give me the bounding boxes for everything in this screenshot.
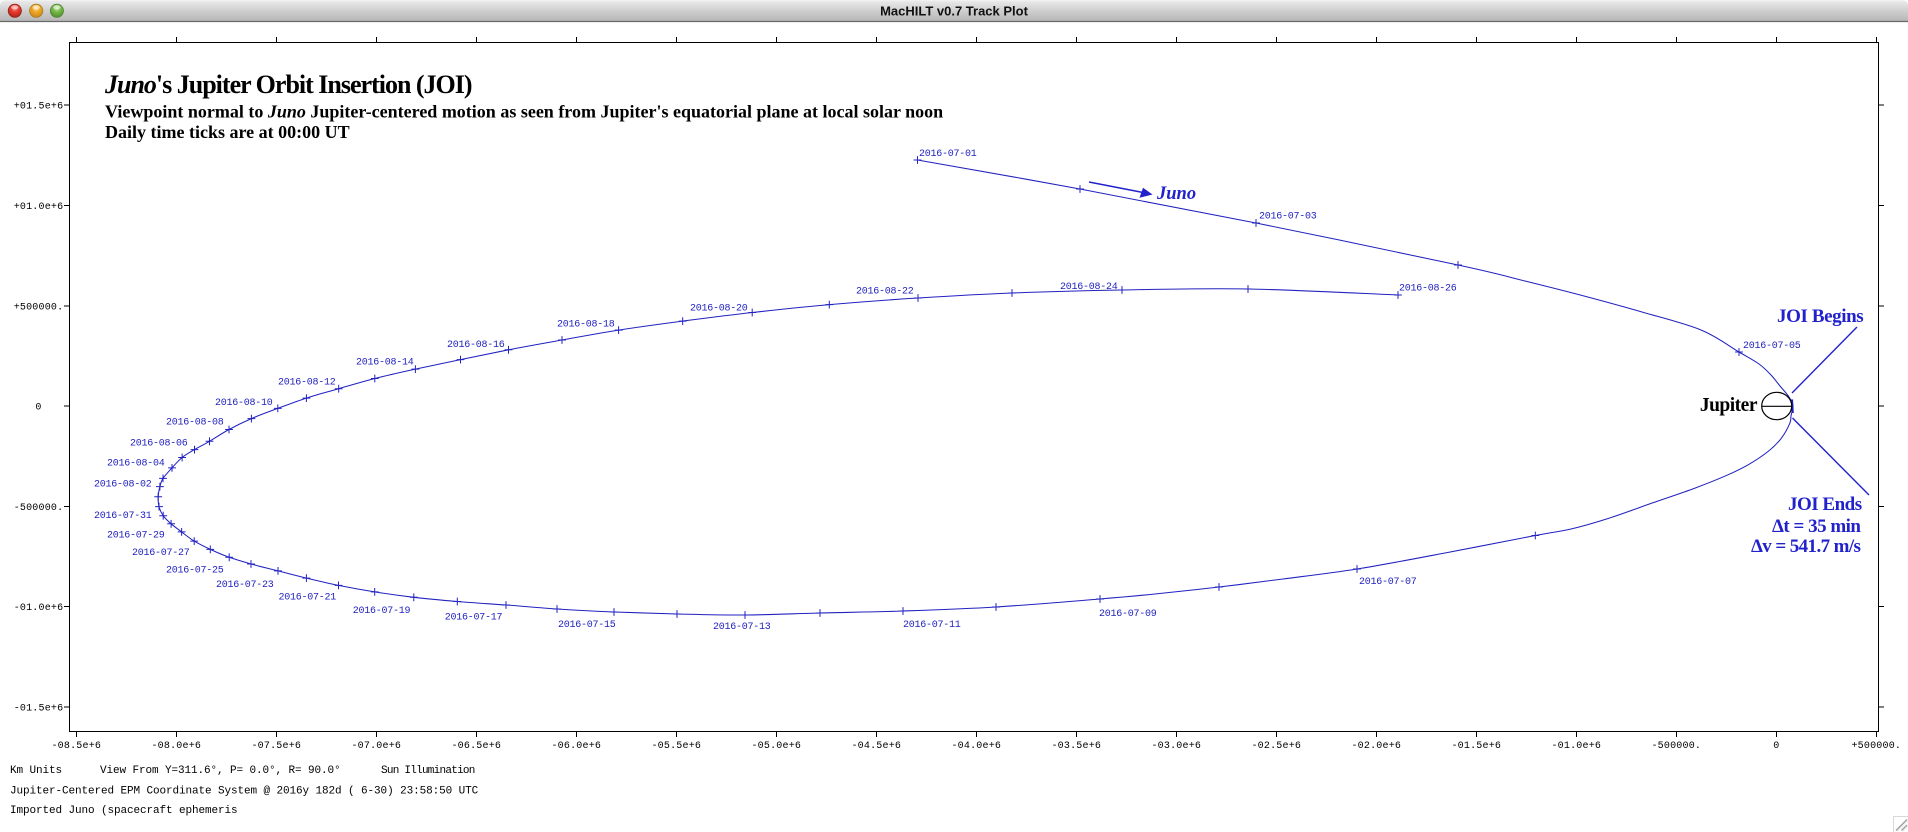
svg-text:2016-07-09: 2016-07-09 [1099, 609, 1157, 620]
svg-text:-06.5e+6: -06.5e+6 [451, 741, 501, 752]
svg-text:Km Units: Km Units [10, 765, 62, 777]
svg-text:2016-07-21: 2016-07-21 [279, 593, 337, 604]
svg-text:2016-08-26: 2016-08-26 [1399, 284, 1457, 295]
svg-text:-01.5e+6: -01.5e+6 [14, 704, 64, 715]
svg-text:Δt = 35 min: Δt = 35 min [1772, 516, 1861, 537]
svg-text:-04.0e+6: -04.0e+6 [951, 741, 1001, 752]
svg-text:2016-07-23: 2016-07-23 [216, 580, 274, 591]
svg-text:-03.0e+6: -03.0e+6 [1151, 741, 1201, 752]
svg-text:2016-08-06: 2016-08-06 [130, 439, 188, 450]
svg-text:-07.5e+6: -07.5e+6 [251, 741, 301, 752]
svg-text:2016-07-29: 2016-07-29 [107, 531, 165, 542]
svg-text:2016-07-19: 2016-07-19 [353, 606, 411, 617]
svg-text:JOI Begins: JOI Begins [1777, 306, 1863, 327]
svg-text:2016-08-02: 2016-08-02 [94, 480, 152, 491]
svg-text:Jupiter: Jupiter [1700, 395, 1758, 416]
svg-text:-05.0e+6: -05.0e+6 [751, 741, 801, 752]
svg-text:2016-07-01: 2016-07-01 [919, 149, 977, 160]
svg-text:2016-08-22: 2016-08-22 [856, 287, 914, 298]
svg-text:2016-07-31: 2016-07-31 [94, 511, 152, 522]
svg-text:0: 0 [35, 403, 41, 414]
svg-text:2016-08-10: 2016-08-10 [215, 398, 273, 409]
svg-text:-01.0e+6: -01.0e+6 [14, 603, 64, 614]
svg-text:-03.5e+6: -03.5e+6 [1051, 741, 1101, 752]
svg-text:2016-08-12: 2016-08-12 [278, 378, 336, 389]
svg-text:2016-07-05: 2016-07-05 [1743, 341, 1801, 352]
svg-text:2016-08-08: 2016-08-08 [166, 418, 224, 429]
svg-text:+500000.: +500000. [1851, 741, 1901, 752]
svg-text:Δv = 541.7 m/s: Δv = 541.7 m/s [1751, 536, 1861, 557]
svg-text:JOI Ends: JOI Ends [1788, 494, 1862, 515]
svg-text:2016-08-14: 2016-08-14 [356, 358, 414, 369]
svg-text:Imported Juno (spacecraft ephe: Imported Juno (spacecraft ephemeris [10, 805, 238, 817]
svg-text:-500000.: -500000. [14, 503, 64, 514]
svg-text:-02.5e+6: -02.5e+6 [1251, 741, 1301, 752]
svg-text:2016-08-16: 2016-08-16 [447, 340, 505, 351]
svg-text:-500000.: -500000. [1651, 741, 1701, 752]
svg-text:-04.5e+6: -04.5e+6 [851, 741, 901, 752]
svg-text:-02.0e+6: -02.0e+6 [1351, 741, 1401, 752]
svg-text:2016-07-17: 2016-07-17 [445, 613, 503, 624]
svg-text:Jupiter-Centered EPM Coordinat: Jupiter-Centered EPM Coordinate System @… [10, 786, 479, 798]
svg-text:Juno: Juno [1156, 184, 1196, 204]
svg-text:MacHILT v0.7 Track Plot: MacHILT v0.7 Track Plot [880, 4, 1029, 19]
svg-text:Sun Illumination: Sun Illumination [381, 765, 475, 777]
svg-text:Viewpoint normal to Juno Jupit: Viewpoint normal to Juno Jupiter-centere… [105, 102, 943, 122]
svg-text:Juno's Jupiter Orbit Insertion: Juno's Jupiter Orbit Insertion (JOI) [104, 70, 472, 99]
svg-text:-08.0e+6: -08.0e+6 [151, 741, 201, 752]
svg-text:2016-07-25: 2016-07-25 [166, 566, 224, 577]
svg-text:0: 0 [1773, 741, 1779, 752]
svg-text:2016-08-18: 2016-08-18 [557, 320, 615, 331]
svg-text:+01.5e+6: +01.5e+6 [14, 102, 64, 113]
svg-text:2016-08-24: 2016-08-24 [1060, 282, 1118, 293]
svg-text:+01.0e+6: +01.0e+6 [14, 202, 64, 213]
svg-text:2016-08-04: 2016-08-04 [107, 459, 165, 470]
svg-text:2016-07-13: 2016-07-13 [713, 622, 771, 633]
svg-text:-07.0e+6: -07.0e+6 [351, 741, 401, 752]
svg-text:2016-07-11: 2016-07-11 [903, 620, 961, 631]
svg-text:2016-07-27: 2016-07-27 [132, 548, 190, 559]
svg-text:View From Y=311.6°, P= 0.0°,: View From Y=311.6°, P= 0.0°, R= 90.0° [100, 765, 341, 777]
svg-text:2016-07-15: 2016-07-15 [558, 620, 616, 631]
svg-text:2016-08-20: 2016-08-20 [690, 304, 748, 315]
svg-text:+500000.: +500000. [14, 302, 64, 313]
svg-text:Daily time ticks are at 00:00: Daily time ticks are at 00:00 UT [105, 122, 350, 142]
svg-text:-06.0e+6: -06.0e+6 [551, 741, 601, 752]
svg-text:2016-07-03: 2016-07-03 [1259, 212, 1317, 223]
svg-text:-01.5e+6: -01.5e+6 [1451, 741, 1501, 752]
svg-text:-08.5e+6: -08.5e+6 [51, 741, 101, 752]
svg-text:-05.5e+6: -05.5e+6 [651, 741, 701, 752]
svg-text:2016-07-07: 2016-07-07 [1359, 577, 1417, 588]
svg-text:-01.0e+6: -01.0e+6 [1551, 741, 1601, 752]
